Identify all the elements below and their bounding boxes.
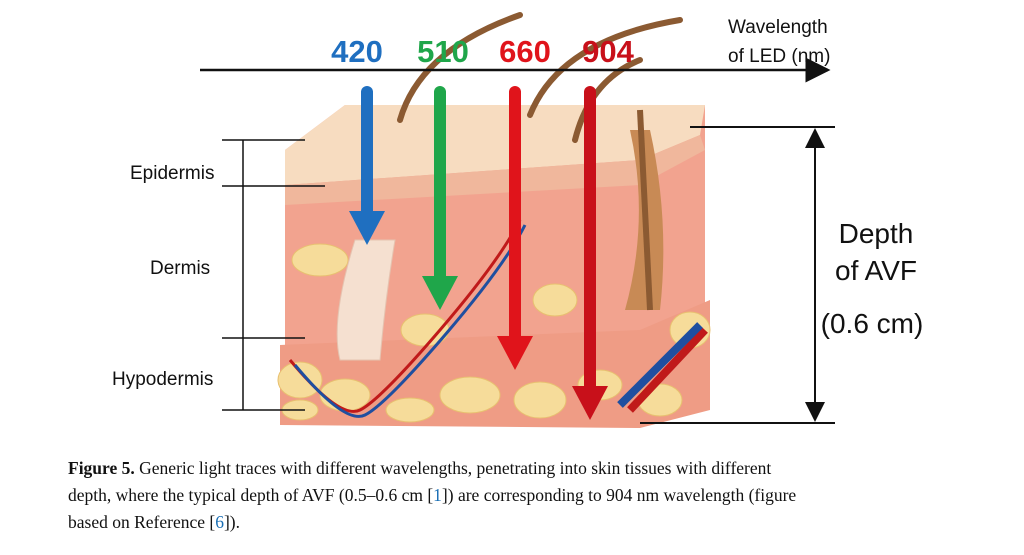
caption-text: Generic light traces with different wave… <box>135 458 772 478</box>
layer-label: Dermis <box>150 258 210 279</box>
depth-bracket <box>640 126 835 424</box>
depth-label: Depth <box>839 218 914 249</box>
caption-line: Figure 5. Generic light traces with diff… <box>68 458 771 478</box>
layer-label: Epidermis <box>130 163 214 184</box>
axis-label: Wavelength <box>728 17 828 38</box>
arrow-head <box>572 386 608 420</box>
layer-label: Hypodermis <box>112 369 213 390</box>
caption-text: based on Reference [ <box>68 512 215 532</box>
light-traces: 420 510 660 904 <box>331 34 635 420</box>
arrow-head <box>422 276 458 310</box>
caption-line: depth, where the typical depth of AVF (0… <box>68 485 796 505</box>
wavelength-label: 904 <box>582 34 634 69</box>
layer-brackets <box>222 139 325 411</box>
depth-label: (0.6 cm) <box>821 308 924 339</box>
caption: Figure 5. Generic light traces with diff… <box>68 458 796 532</box>
reference-link[interactable]: 1 <box>433 485 442 505</box>
arrow-head <box>497 336 533 370</box>
caption-text: depth, where the typical depth of AVF (0… <box>68 485 433 505</box>
depth-label: of AVF <box>835 255 917 286</box>
caption-text: ]) are corresponding to 904 nm wavelengt… <box>442 485 796 505</box>
wavelength-label: 660 <box>499 34 551 69</box>
caption-label: Figure 5. <box>68 458 135 478</box>
caption-line: based on Reference [6]). <box>68 512 240 532</box>
arrow-head <box>349 211 385 245</box>
wavelength-label: 510 <box>417 34 469 69</box>
wavelength-label: 420 <box>331 34 383 69</box>
skin-illustration <box>277 12 711 428</box>
axis-label: of LED (nm) <box>728 46 830 67</box>
caption-text: ]). <box>224 512 240 532</box>
reference-link[interactable]: 6 <box>215 512 224 532</box>
